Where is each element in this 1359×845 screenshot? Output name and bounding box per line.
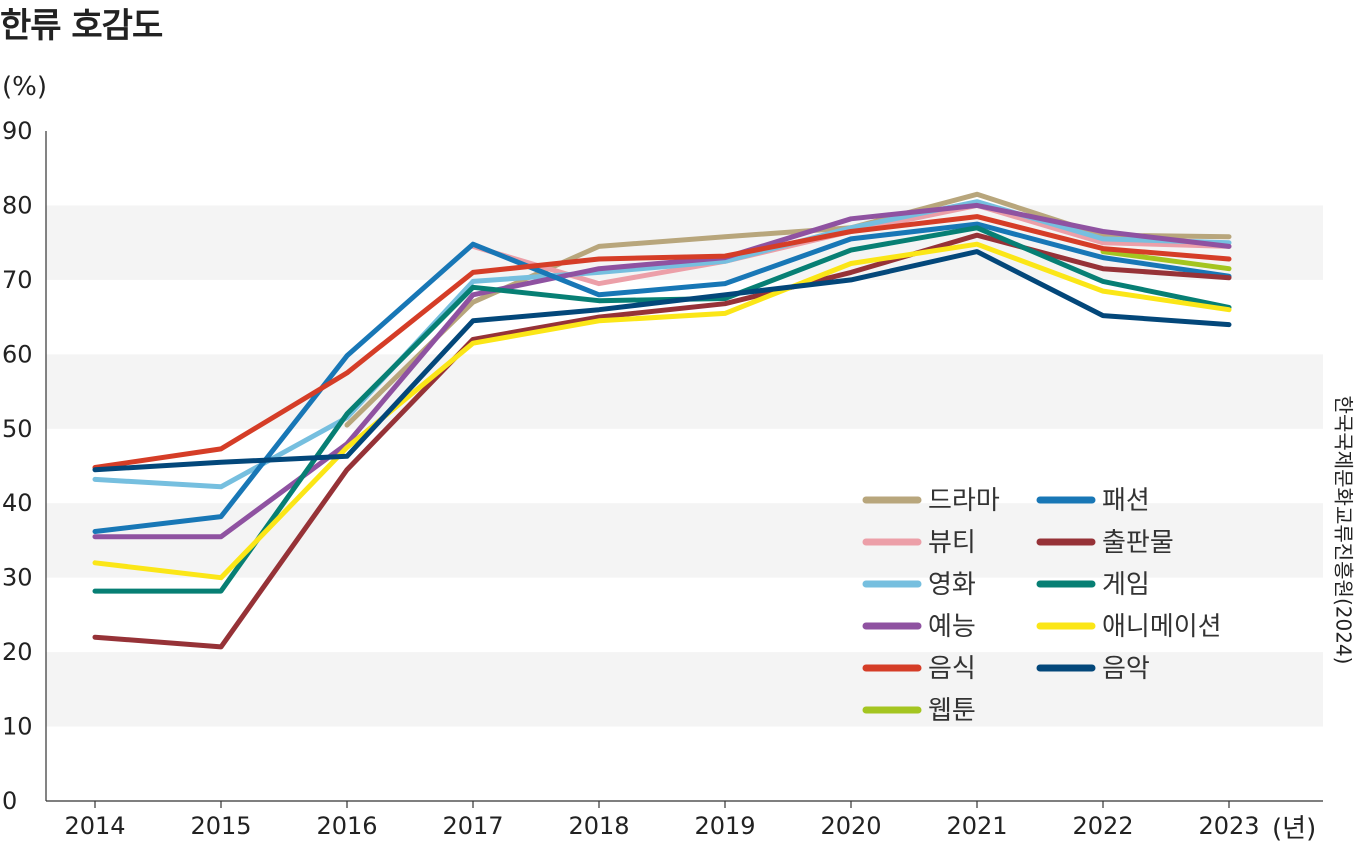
y-tick-label: 0	[2, 787, 17, 815]
grid-bands	[46, 205, 1323, 726]
x-tick-label: 2015	[190, 812, 251, 840]
x-tick-label: 2017	[442, 812, 503, 840]
x-tick-label: 2020	[820, 812, 881, 840]
legend-label: 음식	[928, 654, 976, 684]
legend-label: 예능	[928, 612, 976, 642]
x-tick-label: 2021	[946, 812, 1007, 840]
legend-label: 영화	[928, 570, 976, 600]
y-tick-label: 40	[2, 489, 33, 517]
x-tick-label: 2022	[1072, 812, 1133, 840]
legend-label: 음악	[1102, 654, 1150, 684]
y-tick-label: 10	[2, 713, 33, 741]
y-tick-label: 80	[2, 191, 33, 219]
x-tick-label: 2019	[694, 812, 755, 840]
y-tick-label: 50	[2, 415, 33, 443]
y-tick-label: 90	[2, 117, 33, 145]
legend-label: 뷰티	[928, 528, 976, 558]
legend-label: 게임	[1102, 570, 1150, 600]
legend-label: 웹툰	[928, 696, 976, 726]
x-tick-label: 2016	[316, 812, 377, 840]
y-tick-label: 60	[2, 340, 33, 368]
legend-label: 드라마	[928, 486, 1000, 516]
x-tick-label: 2023	[1198, 812, 1259, 840]
x-tick-label: 2014	[64, 812, 125, 840]
legend-label: 애니메이션	[1102, 612, 1222, 642]
legend-label: 패션	[1102, 486, 1150, 516]
y-tick-label: 20	[2, 638, 33, 666]
grid-band	[46, 354, 1323, 428]
legend-label: 출판물	[1102, 528, 1174, 558]
y-tick-label: 70	[2, 266, 33, 294]
y-tick-label: 30	[2, 564, 33, 592]
x-tick-label: 2018	[568, 812, 629, 840]
